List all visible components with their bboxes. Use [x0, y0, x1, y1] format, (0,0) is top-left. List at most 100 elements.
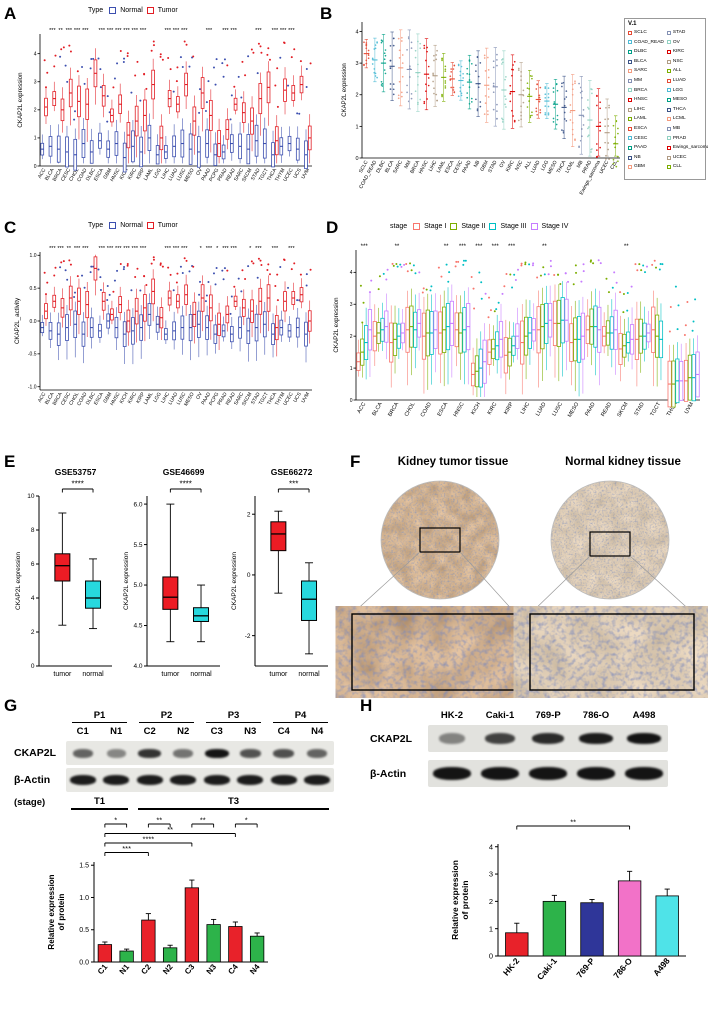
panel-h: H HK-2 Caki-1 769-P 786-O A498 CKAP2L β-Acti…: [356, 696, 708, 1010]
svg-text:**: **: [542, 243, 547, 250]
svg-text:5.5: 5.5: [133, 542, 142, 549]
svg-text:8: 8: [31, 527, 35, 534]
svg-text:COAD: COAD: [420, 401, 433, 418]
svg-text:UVM: UVM: [684, 401, 696, 415]
blot-row-label-actin: β-Actin: [14, 774, 51, 786]
svg-text:KICH: KICH: [119, 167, 130, 181]
svg-text:***: ***: [132, 28, 139, 34]
svg-text:UVM: UVM: [300, 392, 311, 405]
ihc-tumor-zoom-line-right: [459, 551, 517, 615]
svg-text:UVM: UVM: [300, 168, 311, 181]
svg-text:2: 2: [31, 629, 35, 636]
svg-text:HNSC: HNSC: [453, 401, 466, 418]
svg-text:***: ***: [49, 28, 56, 34]
svg-text:1: 1: [355, 124, 358, 130]
svg-text:***: ***: [164, 246, 171, 252]
svg-text:10: 10: [27, 493, 35, 500]
svg-text:786-O: 786-O: [611, 956, 634, 981]
legend-key-stage4: [530, 223, 538, 230]
actin-blot-row: β-Actin: [370, 760, 668, 787]
svg-text:***: ***: [115, 246, 122, 252]
svg-text:***: ***: [288, 246, 295, 252]
svg-text:***: ***: [173, 246, 180, 252]
svg-text:2: 2: [247, 511, 251, 518]
ihc-images: [351, 480, 695, 691]
svg-text:LIHC: LIHC: [520, 401, 531, 415]
barchart-patient-protein: 0.0 0.5 1.0 1.5 Relative expression of protei…: [47, 816, 268, 976]
svg-text:***: ***: [255, 28, 262, 34]
svg-text:*: *: [200, 246, 203, 252]
svg-text:***: ***: [107, 246, 114, 252]
svg-text:***: ***: [255, 246, 262, 252]
svg-text:****: ****: [179, 480, 191, 489]
svg-text:**: **: [167, 825, 173, 834]
svg-text:GBM: GBM: [102, 392, 113, 405]
panel-c-legend: Type Normal Tumor: [88, 222, 178, 229]
svg-text:BLCA: BLCA: [384, 159, 396, 174]
boxplot-gse66272: GSE66272 -2 0 2 CKAP2L expression tumor normal…: [231, 467, 328, 678]
panel-a: A Type Normal Tumor 0 1 2 3 4 CKAP2L expressi…: [4, 2, 316, 216]
svg-text:C4: C4: [226, 962, 240, 976]
svg-text:***: ***: [508, 243, 516, 250]
svg-text:LAML: LAML: [436, 159, 448, 174]
legend-key-tumor: [146, 222, 154, 229]
svg-text:ACC: ACC: [37, 167, 48, 179]
svg-text:SCLC: SCLC: [358, 159, 370, 174]
svg-text:normal: normal: [82, 671, 104, 678]
svg-text:CKAP2L expression: CKAP2L expression: [17, 72, 24, 128]
svg-text:***: ***: [74, 246, 81, 252]
blot-row-label-actin: β-Actin: [370, 767, 407, 780]
svg-text:1.0: 1.0: [79, 895, 89, 902]
svg-text:KIRP: KIRP: [135, 391, 146, 405]
svg-text:2: 2: [355, 93, 358, 99]
svg-text:4.0: 4.0: [133, 663, 142, 670]
svg-text:ACC: ACC: [356, 401, 367, 414]
svg-text:***: ***: [289, 480, 298, 489]
svg-text:2: 2: [489, 897, 493, 906]
svg-text:***: ***: [123, 246, 130, 252]
legend-title: Type: [88, 7, 104, 14]
svg-text:CKAP2L expression: CKAP2L expression: [333, 297, 340, 353]
legend-key-stage3: [489, 223, 497, 230]
svg-text:normal: normal: [298, 671, 320, 678]
legend-title: stage: [390, 223, 408, 230]
svg-text:1: 1: [350, 366, 353, 372]
svg-text:0: 0: [247, 572, 251, 579]
panel-h-label: H: [360, 696, 373, 715]
svg-text:***: ***: [82, 246, 89, 252]
svg-text:3: 3: [34, 79, 37, 85]
actin-blot-row: β-Actin: [14, 768, 334, 792]
svg-text:1.5: 1.5: [79, 863, 89, 870]
svg-text:***: ***: [459, 243, 467, 250]
svg-text:****: ****: [71, 480, 83, 489]
svg-text:**: **: [624, 243, 629, 250]
svg-text:4.5: 4.5: [133, 623, 142, 630]
svg-text:CKAP2L expression: CKAP2L expression: [15, 552, 22, 610]
svg-text:***: ***: [82, 28, 89, 34]
svg-text:STAD: STAD: [634, 401, 646, 416]
svg-text:LUAD: LUAD: [530, 159, 542, 174]
svg-text:KIRC: KIRC: [127, 167, 138, 181]
ihc-title-normal: Normal kidney tissue: [565, 456, 681, 468]
svg-text:LAML: LAML: [143, 391, 155, 406]
legend-label-normal: Normal: [120, 222, 143, 229]
ckap2l-blot-row: CKAP2L: [370, 725, 668, 752]
stage-label: (stage): [14, 797, 46, 808]
panel-b: B 0 1 2 3 4 CKAP2L expression SCLC COAD_READ DLB…: [318, 2, 708, 216]
svg-text:normal: normal: [190, 671, 212, 678]
blot-row-label-ckap2l: CKAP2L: [14, 747, 57, 759]
svg-text:**: **: [67, 246, 72, 252]
boxplot-activity-pancancer: -1.0-0.50.00.51.0CKAP2L_activityACCBLCA*…: [14, 246, 312, 407]
panel-f-label: F: [350, 452, 361, 471]
panel-c: C Type Normal Tumor -1.0 -0.5 0.0 0.5 1.0 CKA…: [4, 218, 316, 450]
svg-text:-0.5: -0.5: [28, 352, 37, 358]
svg-text:1.0: 1.0: [30, 253, 37, 259]
svg-text:***: ***: [230, 246, 237, 252]
svg-text:CKAP2L expression: CKAP2L expression: [342, 63, 348, 116]
svg-text:4: 4: [489, 842, 493, 851]
svg-text:1: 1: [489, 924, 493, 933]
svg-text:***: ***: [164, 28, 171, 34]
ihc-normal-core: [551, 481, 669, 599]
svg-text:***: ***: [66, 28, 73, 34]
